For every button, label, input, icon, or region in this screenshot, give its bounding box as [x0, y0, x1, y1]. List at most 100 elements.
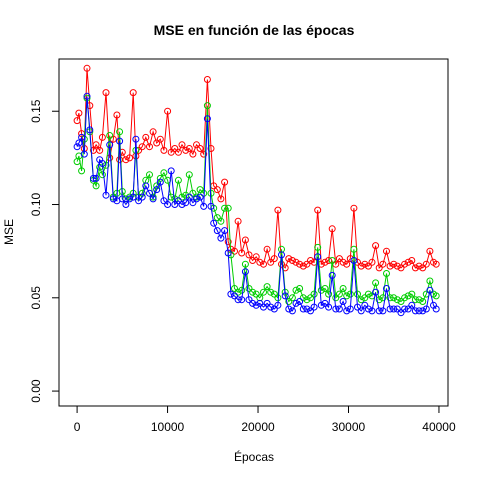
data-point [339, 285, 347, 292]
data-point [217, 195, 225, 203]
data-point [303, 296, 311, 304]
data-point [415, 296, 423, 304]
data-point [102, 191, 110, 199]
data-point [390, 305, 398, 313]
data-point [189, 189, 197, 197]
x-tick-label: 20000 [241, 420, 275, 434]
data-point [303, 260, 311, 268]
chart-title: MSE en función de las épocas [154, 22, 355, 38]
data-point [299, 262, 307, 270]
data-point [328, 257, 336, 264]
y-axis-label: MSE [2, 219, 16, 245]
data-point [379, 294, 387, 302]
data-point [335, 305, 343, 313]
data-point [408, 257, 416, 264]
data-point [185, 193, 193, 201]
data-point [397, 298, 405, 305]
data-point [325, 290, 333, 298]
data-point [339, 258, 347, 266]
data-point [321, 258, 329, 266]
data-point [321, 299, 329, 307]
data-point [386, 305, 394, 313]
data-point [260, 288, 267, 296]
data-point [231, 247, 238, 255]
data-point [393, 296, 401, 304]
data-point [411, 264, 419, 272]
data-point [189, 199, 197, 207]
data-point [260, 260, 267, 268]
data-point [256, 258, 264, 266]
data-point [86, 126, 94, 134]
x-tick-label: 0 [74, 420, 81, 434]
data-point [361, 260, 369, 268]
data-point [196, 186, 204, 194]
y-tick-label: 0.05 [29, 286, 43, 310]
data-point [357, 262, 365, 270]
data-point [116, 137, 124, 145]
data-point [224, 204, 232, 212]
data-point [386, 262, 394, 270]
data-point [383, 247, 390, 255]
data-point [426, 286, 434, 294]
data-point [83, 92, 91, 100]
data-point [325, 257, 333, 264]
data-point [357, 296, 365, 304]
data-point [203, 102, 211, 110]
data-point [126, 195, 134, 203]
data-point [408, 301, 416, 309]
data-point [411, 296, 419, 304]
data-point [245, 251, 253, 259]
data-point [364, 290, 372, 298]
data-point [419, 298, 427, 305]
data-point [178, 193, 186, 201]
data-point [203, 76, 211, 83]
data-point [106, 141, 114, 149]
data-point [404, 292, 412, 300]
data-point [153, 139, 161, 147]
data-point [397, 264, 405, 272]
data-point [390, 294, 398, 302]
data-point [332, 294, 340, 302]
data-point [383, 285, 390, 292]
data-point [98, 133, 106, 141]
data-point [178, 201, 186, 208]
data-point [142, 133, 150, 141]
data-point [207, 145, 215, 152]
data-point [138, 143, 146, 151]
data-point [96, 146, 104, 154]
data-point [129, 193, 137, 201]
data-point [292, 299, 300, 307]
series-line [76, 68, 437, 269]
data-point [386, 294, 394, 302]
data-point [296, 285, 304, 292]
data-point [221, 227, 229, 235]
data-point [397, 309, 405, 317]
data-point [231, 285, 238, 292]
data-point [73, 117, 81, 125]
x-axis-label: Épocas [234, 449, 274, 464]
x-tick-label: 10000 [151, 420, 185, 434]
data-point [357, 307, 365, 315]
data-point [343, 307, 351, 315]
series-layer [73, 64, 440, 317]
data-point [160, 146, 168, 154]
data-point [189, 150, 197, 158]
data-point [156, 178, 164, 186]
data-point [270, 255, 278, 263]
data-point [379, 307, 387, 315]
data-point [160, 169, 168, 177]
data-point [116, 128, 124, 136]
data-point [288, 307, 296, 315]
data-point [234, 217, 242, 225]
data-point [288, 294, 296, 302]
data-point [267, 303, 275, 311]
data-point [80, 150, 88, 158]
data-point [102, 89, 110, 97]
data-point [167, 148, 175, 156]
data-point [383, 270, 390, 277]
data-point [328, 271, 336, 279]
data-point [296, 260, 304, 268]
data-point [245, 296, 253, 304]
series-3 [73, 92, 440, 317]
